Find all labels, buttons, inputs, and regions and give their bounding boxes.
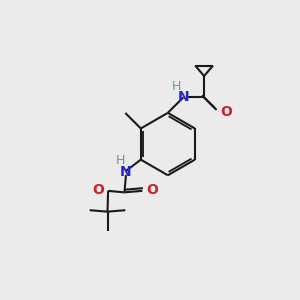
Text: O: O: [220, 105, 232, 119]
Text: H: H: [172, 80, 182, 93]
Text: O: O: [93, 183, 104, 197]
Text: O: O: [146, 183, 158, 197]
Text: N: N: [178, 89, 190, 103]
Text: N: N: [120, 165, 132, 179]
Text: H: H: [116, 154, 125, 167]
